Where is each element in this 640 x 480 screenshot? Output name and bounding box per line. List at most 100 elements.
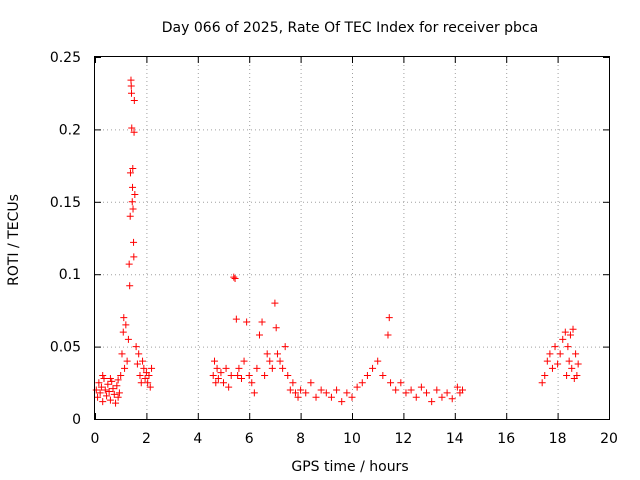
y-tick-label: 0.05	[50, 340, 81, 356]
x-tick-label: 14	[446, 431, 464, 447]
data-point	[103, 392, 111, 400]
data-point	[327, 393, 335, 401]
data-point	[541, 372, 549, 380]
data-point	[95, 379, 103, 387]
data-point	[294, 393, 302, 401]
data-point	[117, 372, 125, 380]
data-point	[92, 386, 100, 394]
data-point	[136, 372, 144, 380]
data-point	[284, 372, 292, 380]
data-points	[92, 76, 582, 407]
data-point	[286, 386, 294, 394]
data-point	[131, 191, 139, 199]
x-tick-label: 8	[296, 431, 305, 447]
data-point	[114, 376, 122, 384]
data-point	[108, 377, 116, 385]
data-point	[114, 393, 122, 401]
data-point	[448, 395, 456, 403]
data-point	[127, 82, 135, 90]
data-point	[130, 238, 138, 246]
data-point	[126, 212, 134, 220]
y-axis-label: ROTI / TECUs	[6, 194, 22, 286]
data-point	[565, 357, 573, 365]
data-point	[128, 198, 136, 206]
chart-title: Day 066 of 2025, Rate Of TEC Index for r…	[162, 20, 538, 36]
data-point	[343, 389, 351, 397]
data-point	[101, 386, 109, 394]
data-point	[385, 314, 393, 322]
data-point	[568, 364, 576, 372]
data-point	[94, 393, 102, 401]
data-point	[379, 372, 387, 380]
ticks: 0 2 4 6 8 10 12 14 16 18 20 0 0.05 0.1 0.15 0.2 0.25	[50, 50, 618, 447]
data-point	[556, 350, 564, 358]
data-point	[397, 379, 405, 387]
data-point	[96, 389, 104, 397]
data-point	[279, 364, 287, 372]
data-point	[121, 364, 129, 372]
data-point	[110, 390, 118, 398]
data-point	[139, 357, 147, 365]
x-tick-label: 0	[91, 431, 100, 447]
data-point	[148, 364, 156, 372]
data-point	[106, 374, 114, 382]
y-tick-label: 0.15	[50, 195, 81, 211]
data-point	[232, 315, 240, 323]
data-point	[213, 364, 221, 372]
plot-frame	[94, 56, 610, 420]
data-point	[217, 369, 225, 377]
data-point	[220, 379, 227, 387]
data-point	[564, 343, 572, 351]
data-point	[453, 383, 461, 391]
data-point	[113, 382, 121, 390]
x-tick-label: 10	[343, 431, 361, 447]
data-point	[222, 364, 230, 372]
data-point	[538, 379, 546, 387]
data-point	[240, 357, 248, 365]
data-point	[235, 364, 243, 372]
data-point	[273, 350, 281, 358]
data-point	[128, 124, 136, 132]
x-tick-label: 12	[394, 431, 412, 447]
data-point	[428, 398, 436, 406]
data-point	[130, 128, 138, 136]
data-point	[146, 383, 154, 391]
data-point	[322, 389, 330, 397]
grid	[95, 57, 609, 419]
data-point	[129, 205, 137, 213]
data-point	[548, 364, 556, 372]
data-point	[302, 389, 310, 397]
data-point	[132, 343, 140, 351]
data-point	[214, 374, 222, 382]
data-point	[119, 328, 127, 336]
data-point	[250, 389, 258, 397]
data-point	[268, 364, 276, 372]
data-point	[125, 260, 133, 268]
data-point	[105, 387, 113, 395]
data-point	[100, 374, 108, 382]
data-point	[123, 357, 131, 365]
data-point	[543, 357, 551, 365]
data-point	[407, 386, 415, 394]
data-point	[126, 169, 134, 177]
data-point	[291, 389, 299, 397]
data-point	[289, 379, 297, 387]
data-point	[237, 374, 245, 382]
data-point	[255, 331, 263, 339]
data-point	[135, 350, 143, 358]
data-point	[353, 383, 361, 391]
data-point	[234, 372, 242, 380]
x-tick-label: 2	[142, 431, 151, 447]
data-point	[104, 380, 112, 388]
data-point	[402, 389, 410, 397]
y-tick-label: 0.1	[59, 267, 81, 283]
data-point	[572, 350, 580, 358]
y-tick-label: 0.25	[50, 50, 81, 66]
data-point	[145, 372, 153, 380]
data-point	[392, 386, 400, 394]
data-point	[358, 379, 366, 387]
data-point	[122, 321, 130, 329]
data-point	[112, 399, 120, 407]
x-axis-label: GPS time / hours	[291, 459, 408, 475]
y-tick-label: 0.2	[59, 122, 81, 138]
